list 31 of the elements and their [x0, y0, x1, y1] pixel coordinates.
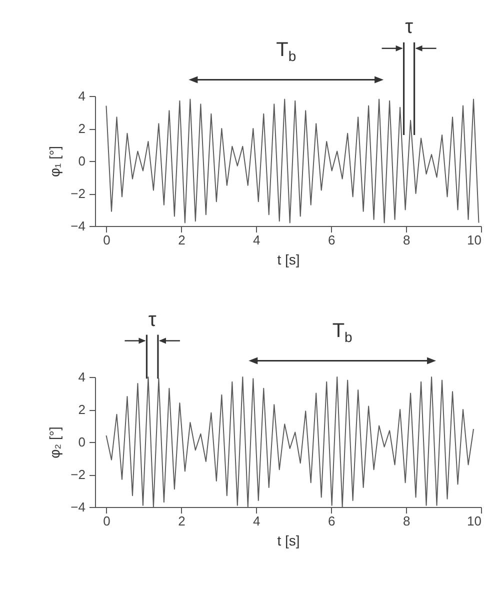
- x-axis-title: t [s]: [277, 252, 300, 268]
- y-tick-label: −4: [70, 218, 86, 234]
- x-axis-title: t [s]: [277, 532, 300, 548]
- y-tick-label: 0: [78, 434, 86, 450]
- text: T$_{b}$: [276, 38, 296, 64]
- y-tick-label: 4: [78, 88, 86, 104]
- x-tick-label: 2: [178, 514, 186, 528]
- y-tick-label: 0: [78, 154, 86, 168]
- y-tick-label: 2: [78, 402, 86, 417]
- annotation: τ: [148, 308, 156, 332]
- y-axis-title: φ₁ [°]: [46, 146, 63, 178]
- annotation: τ: [405, 16, 413, 40]
- y-tick-label: 2: [78, 121, 86, 136]
- y-tick-label: −2: [70, 186, 86, 201]
- x-tick-label: 6: [328, 514, 336, 528]
- x-tick-label: 4: [253, 514, 260, 528]
- x-tick-label: 10: [467, 232, 482, 248]
- y-tick-label: −2: [70, 467, 86, 482]
- line-series: [106, 98, 480, 224]
- x-tick-label: 8: [402, 232, 410, 248]
- x-tick-label: 0: [103, 232, 110, 248]
- x-tick-label: 2: [178, 232, 186, 248]
- x-tick-label: 4: [253, 232, 260, 248]
- y-tick-label: −4: [70, 500, 86, 514]
- y-axis-title: φ₂ [°]: [46, 426, 63, 458]
- x-tick-label: 6: [328, 232, 336, 248]
- text: T$_{b}$: [332, 320, 352, 344]
- x-tick-label: 8: [402, 514, 410, 528]
- y-tick-label: 4: [78, 370, 86, 384]
- x-tick-label: 10: [467, 514, 482, 528]
- x-tick-label: 0: [103, 514, 110, 528]
